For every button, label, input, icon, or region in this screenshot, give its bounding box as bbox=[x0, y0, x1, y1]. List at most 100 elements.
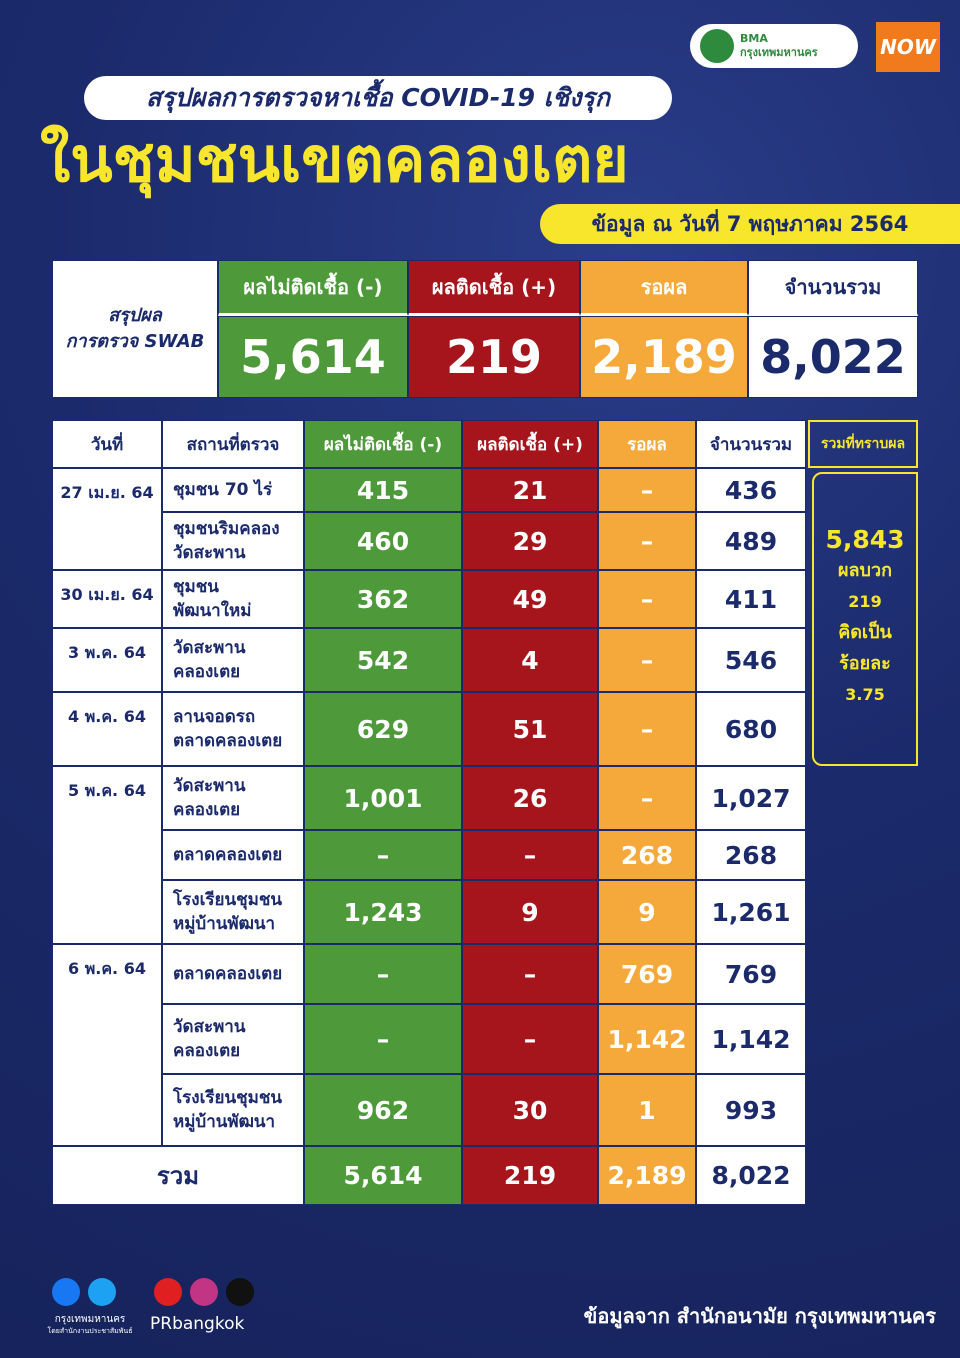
positive-cell: 4 bbox=[462, 628, 598, 692]
place-line: ตลาดคลองเตย bbox=[173, 964, 283, 984]
waiting-cell: – bbox=[598, 766, 696, 830]
table-header: ผลติดเชื้อ (+) bbox=[462, 420, 598, 468]
logo-bma-text: BMA bbox=[740, 32, 768, 45]
side-line: ผลบวก bbox=[837, 560, 892, 581]
summary-header: จำนวนรวม bbox=[748, 260, 918, 316]
place-cell: วัดสะพานคลองเตย bbox=[162, 628, 304, 692]
place-line: พัฒนาใหม่ bbox=[173, 601, 252, 621]
waiting-cell: 1 bbox=[598, 1074, 696, 1146]
negative-cell: 629 bbox=[304, 692, 462, 766]
place-line: ชุมชน 70 ไร่ bbox=[173, 480, 273, 500]
negative-cell: 460 bbox=[304, 512, 462, 570]
table-header: ผลไม่ติดเชื้อ (-) bbox=[304, 420, 462, 468]
total-cell: 1,261 bbox=[696, 880, 806, 944]
total-cell: 1,142 bbox=[696, 1004, 806, 1074]
table-header: จำนวนรวม bbox=[696, 420, 806, 468]
place-cell: ชุมชนริมคลองวัดสะพาน bbox=[162, 512, 304, 570]
place-line: โรงเรียนชุมชน bbox=[173, 1088, 282, 1108]
side-line: 219 bbox=[848, 592, 882, 611]
date-cell: 6 พ.ค. 64 bbox=[52, 944, 162, 1146]
summary-header: รอผล bbox=[580, 260, 748, 316]
positive-cell: – bbox=[462, 1004, 598, 1074]
waiting-cell: 769 bbox=[598, 944, 696, 1004]
summary-label: สรุปผล การตรวจ SWAB bbox=[52, 260, 218, 398]
total-cell: 680 bbox=[696, 692, 806, 766]
positive-cell: 49 bbox=[462, 570, 598, 628]
place-line: วัดสะพาน bbox=[173, 543, 246, 563]
table-header: รอผล bbox=[598, 420, 696, 468]
date-cell: 5 พ.ค. 64 bbox=[52, 766, 162, 944]
place-line: วัดสะพาน bbox=[173, 776, 246, 796]
negative-cell: 1,001 bbox=[304, 766, 462, 830]
place-line: วัดสะพาน bbox=[173, 1017, 246, 1037]
summary-value: 8,022 bbox=[748, 316, 918, 398]
side-box: 5,843 ผลบวก 219 คิดเป็น ร้อยละ 3.75 bbox=[812, 472, 918, 766]
positive-cell: 30 bbox=[462, 1074, 598, 1146]
summary-header: ผลไม่ติดเชื้อ (-) bbox=[218, 260, 408, 316]
negative-cell: – bbox=[304, 944, 462, 1004]
date-cell: 30 เม.ย. 64 bbox=[52, 570, 162, 628]
summary-value: 5,614 bbox=[218, 316, 408, 398]
logo-bma: BMA กรุงเทพมหานคร bbox=[690, 24, 858, 68]
total-cell: 769 bbox=[696, 944, 806, 1004]
total-waiting: 2,189 bbox=[598, 1146, 696, 1205]
place-line: โรงเรียนชุมชน bbox=[173, 890, 282, 910]
place-cell: ชุมชน 70 ไร่ bbox=[162, 468, 304, 512]
side-line: 3.75 bbox=[845, 685, 885, 704]
footer-social-icons bbox=[52, 1278, 262, 1308]
place-line: หมู่บ้านพัฒนา bbox=[173, 1112, 276, 1132]
negative-cell: – bbox=[304, 830, 462, 880]
date-cell: 4 พ.ค. 64 bbox=[52, 692, 162, 766]
total-total: 8,022 bbox=[696, 1146, 806, 1205]
waiting-cell: 1,142 bbox=[598, 1004, 696, 1074]
negative-cell: 962 bbox=[304, 1074, 462, 1146]
waiting-cell: – bbox=[598, 468, 696, 512]
place-line: ชุมชน bbox=[173, 577, 219, 597]
total-positive: 219 bbox=[462, 1146, 598, 1205]
place-cell: โรงเรียนชุมชนหมู่บ้านพัฒนา bbox=[162, 1074, 304, 1146]
logo-bma-name: กรุงเทพมหานคร bbox=[740, 46, 818, 59]
place-line: ตลาดคลองเตย bbox=[173, 731, 283, 751]
summary-value: 2,189 bbox=[580, 316, 748, 398]
date-cell: 3 พ.ค. 64 bbox=[52, 628, 162, 692]
date-cell: 27 เม.ย. 64 bbox=[52, 468, 162, 570]
total-cell: 436 bbox=[696, 468, 806, 512]
place-line: คลองเตย bbox=[173, 800, 241, 820]
place-cell: ตลาดคลองเตย bbox=[162, 830, 304, 880]
total-cell: 268 bbox=[696, 830, 806, 880]
waiting-cell: – bbox=[598, 692, 696, 766]
total-negative: 5,614 bbox=[304, 1146, 462, 1205]
side-header: รวมที่ทราบผล bbox=[808, 420, 918, 468]
place-cell: วัดสะพานคลองเตย bbox=[162, 766, 304, 830]
table-header: วันที่ bbox=[52, 420, 162, 468]
date-banner: ข้อมูล ณ วันที่ 7 พฤษภาคม 2564 bbox=[540, 204, 960, 244]
footer-source: ข้อมูลจาก สำนักอนามัย กรุงเทพมหานคร bbox=[583, 1304, 936, 1328]
footer-handle: PRbangkok bbox=[150, 1314, 245, 1334]
side-line: 5,843 bbox=[825, 525, 905, 554]
waiting-cell: 268 bbox=[598, 830, 696, 880]
positive-cell: – bbox=[462, 944, 598, 1004]
table-header: สถานที่ตรวจ bbox=[162, 420, 304, 468]
negative-cell: 415 bbox=[304, 468, 462, 512]
negative-cell: – bbox=[304, 1004, 462, 1074]
place-line: คลองเตย bbox=[173, 662, 241, 682]
total-label: รวม bbox=[52, 1146, 304, 1205]
footer-org: กรุงเทพมหานคร bbox=[54, 1314, 126, 1325]
positive-cell: 51 bbox=[462, 692, 598, 766]
summary-label-line: การตรวจ SWAB bbox=[65, 331, 205, 352]
negative-cell: 362 bbox=[304, 570, 462, 628]
total-cell: 1,027 bbox=[696, 766, 806, 830]
place-line: ชุมชนริมคลอง bbox=[173, 519, 280, 539]
waiting-cell: – bbox=[598, 512, 696, 570]
place-line: คลองเตย bbox=[173, 1041, 241, 1061]
place-line: วัดสะพาน bbox=[173, 638, 246, 658]
place-cell: ตลาดคลองเตย bbox=[162, 944, 304, 1004]
positive-cell: – bbox=[462, 830, 598, 880]
place-cell: ชุมชนพัฒนาใหม่ bbox=[162, 570, 304, 628]
side-line: ร้อยละ bbox=[839, 653, 891, 674]
subtitle: สรุปผลการตรวจหาเชื้อ COVID-19 เชิงรุก bbox=[84, 76, 672, 120]
logo-now: NOW bbox=[876, 22, 940, 72]
waiting-cell: – bbox=[598, 628, 696, 692]
positive-cell: 21 bbox=[462, 468, 598, 512]
